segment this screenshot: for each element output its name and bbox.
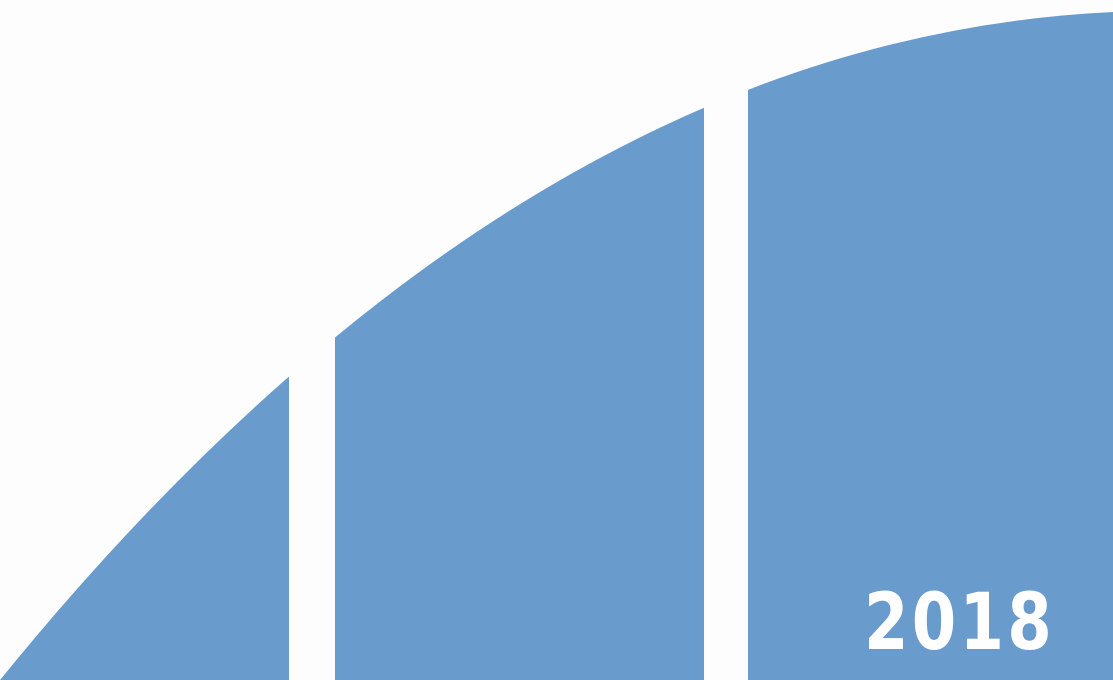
- panel-left: [0, 12, 289, 680]
- panel-right: [748, 12, 1113, 680]
- year-label: 2018: [863, 578, 1055, 668]
- panel-middle: [335, 12, 704, 680]
